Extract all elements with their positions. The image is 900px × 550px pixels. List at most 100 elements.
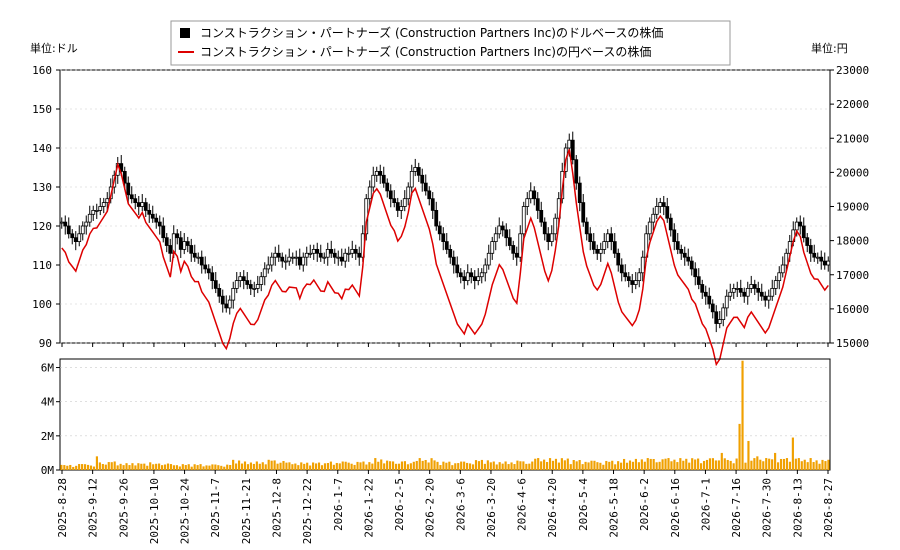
candle-body: [77, 233, 82, 243]
volume-bar: [655, 462, 658, 470]
volume-bar: [771, 459, 774, 470]
volume-bar: [788, 461, 791, 470]
candle-body: [252, 287, 257, 290]
volume-bar: [800, 461, 803, 470]
right-unit-label: 単位:円: [811, 41, 848, 55]
right-price-ticks: 15000 16000 17000 18000 19000 20000 21000 22000…: [830, 64, 869, 350]
candle-body: [532, 190, 537, 200]
volume-bar: [400, 461, 404, 470]
volume-bar: [572, 460, 575, 470]
candle-body: [773, 280, 778, 289]
volume-bar: [466, 462, 469, 470]
volume-bar: [323, 463, 327, 470]
candle-body: [84, 221, 89, 227]
volume-bar: [255, 461, 258, 470]
volume-bar: [252, 463, 255, 470]
candle-body: [462, 276, 467, 282]
legend-usd-label: コンストラクション・パートナーズ (Construction Partners …: [200, 25, 663, 40]
candle-body: [448, 248, 453, 258]
volume-bar: [60, 464, 63, 470]
right-tick-label: 17000: [836, 269, 869, 282]
candle-body: [605, 233, 610, 243]
volume-tick-label: 2M: [41, 430, 55, 443]
candle-body: [227, 299, 232, 309]
candle-body: [591, 241, 596, 250]
candle-body: [378, 170, 383, 176]
candle-body: [136, 202, 141, 207]
volume-bar: [791, 437, 794, 470]
x-tick-label: 2026-3-20: [485, 478, 498, 538]
candle-body: [413, 167, 418, 172]
candle-body: [269, 256, 274, 266]
volume-bar: [516, 460, 519, 470]
candle-body: [374, 170, 379, 176]
x-tick-label: 2025-8-28: [56, 478, 69, 538]
candle-body: [196, 256, 201, 259]
volume-bar: [640, 459, 643, 470]
volume-bar: [149, 462, 152, 470]
candle-body: [602, 241, 607, 250]
volume-bar: [463, 461, 466, 470]
volume-bar: [208, 465, 211, 470]
volume-bar: [122, 465, 125, 470]
volume-bar: [300, 462, 303, 470]
volume-bar: [199, 464, 202, 470]
volume-bar: [116, 465, 119, 470]
x-tick-label: 2025-9-12: [87, 478, 100, 538]
volume-bar: [412, 461, 415, 470]
candle-body: [336, 256, 341, 259]
volume-bar: [545, 461, 549, 470]
candle-body: [420, 174, 425, 184]
volume-bar: [101, 464, 104, 470]
volume-bar: [637, 462, 640, 470]
candle-body: [185, 241, 190, 246]
x-tick-label: 2026-3-6: [454, 478, 467, 531]
volume-bar: [735, 458, 738, 470]
volume-bar: [362, 461, 365, 470]
candle-body: [756, 287, 761, 293]
candle-body: [325, 248, 330, 258]
candle-body: [409, 170, 414, 188]
volume-bar: [744, 462, 747, 470]
volume-bar: [551, 460, 555, 470]
volume-bar: [726, 459, 729, 470]
volume-bar: [602, 464, 605, 470]
volume-bar: [220, 465, 223, 470]
volume-bar: [504, 461, 507, 470]
candle-body: [154, 217, 159, 223]
x-axis-ticks: 2025-8-28 2025-9-12 2025-9-26 2025-10-10 202…: [56, 343, 835, 544]
candle-body: [255, 284, 260, 289]
candle-body: [73, 237, 78, 242]
x-tick-label: 2026-8-13: [791, 478, 804, 538]
volume-bar: [705, 459, 709, 470]
candle-body: [595, 248, 600, 254]
left-tick-label: 110: [32, 259, 52, 272]
candle-body: [742, 291, 747, 297]
candle-body: [210, 272, 215, 281]
candle-body: [259, 276, 264, 285]
volume-gridlines: [60, 367, 830, 437]
candle-body: [619, 264, 624, 274]
volume-bar: [158, 463, 161, 470]
candle-body: [248, 284, 253, 289]
candle-body: [220, 295, 225, 305]
candle-body: [535, 198, 540, 211]
volume-bar: [335, 462, 338, 470]
volume-bar: [232, 459, 235, 470]
volume-bar: [815, 460, 818, 470]
candle-body: [801, 225, 806, 239]
x-tick-label: 2025-10-10: [148, 478, 161, 544]
volume-bar: [611, 460, 614, 470]
candle-body: [640, 256, 645, 274]
candle-body: [206, 268, 211, 274]
candle-body: [815, 256, 820, 259]
candle-body: [283, 260, 288, 263]
volume-bar: [480, 459, 483, 470]
candle-body: [738, 287, 743, 293]
candle-body: [686, 256, 691, 262]
volume-bar: [471, 464, 475, 470]
volume-bar: [317, 462, 321, 470]
candle-body: [350, 248, 355, 254]
candle-body: [826, 260, 831, 266]
volume-bar: [291, 464, 294, 470]
